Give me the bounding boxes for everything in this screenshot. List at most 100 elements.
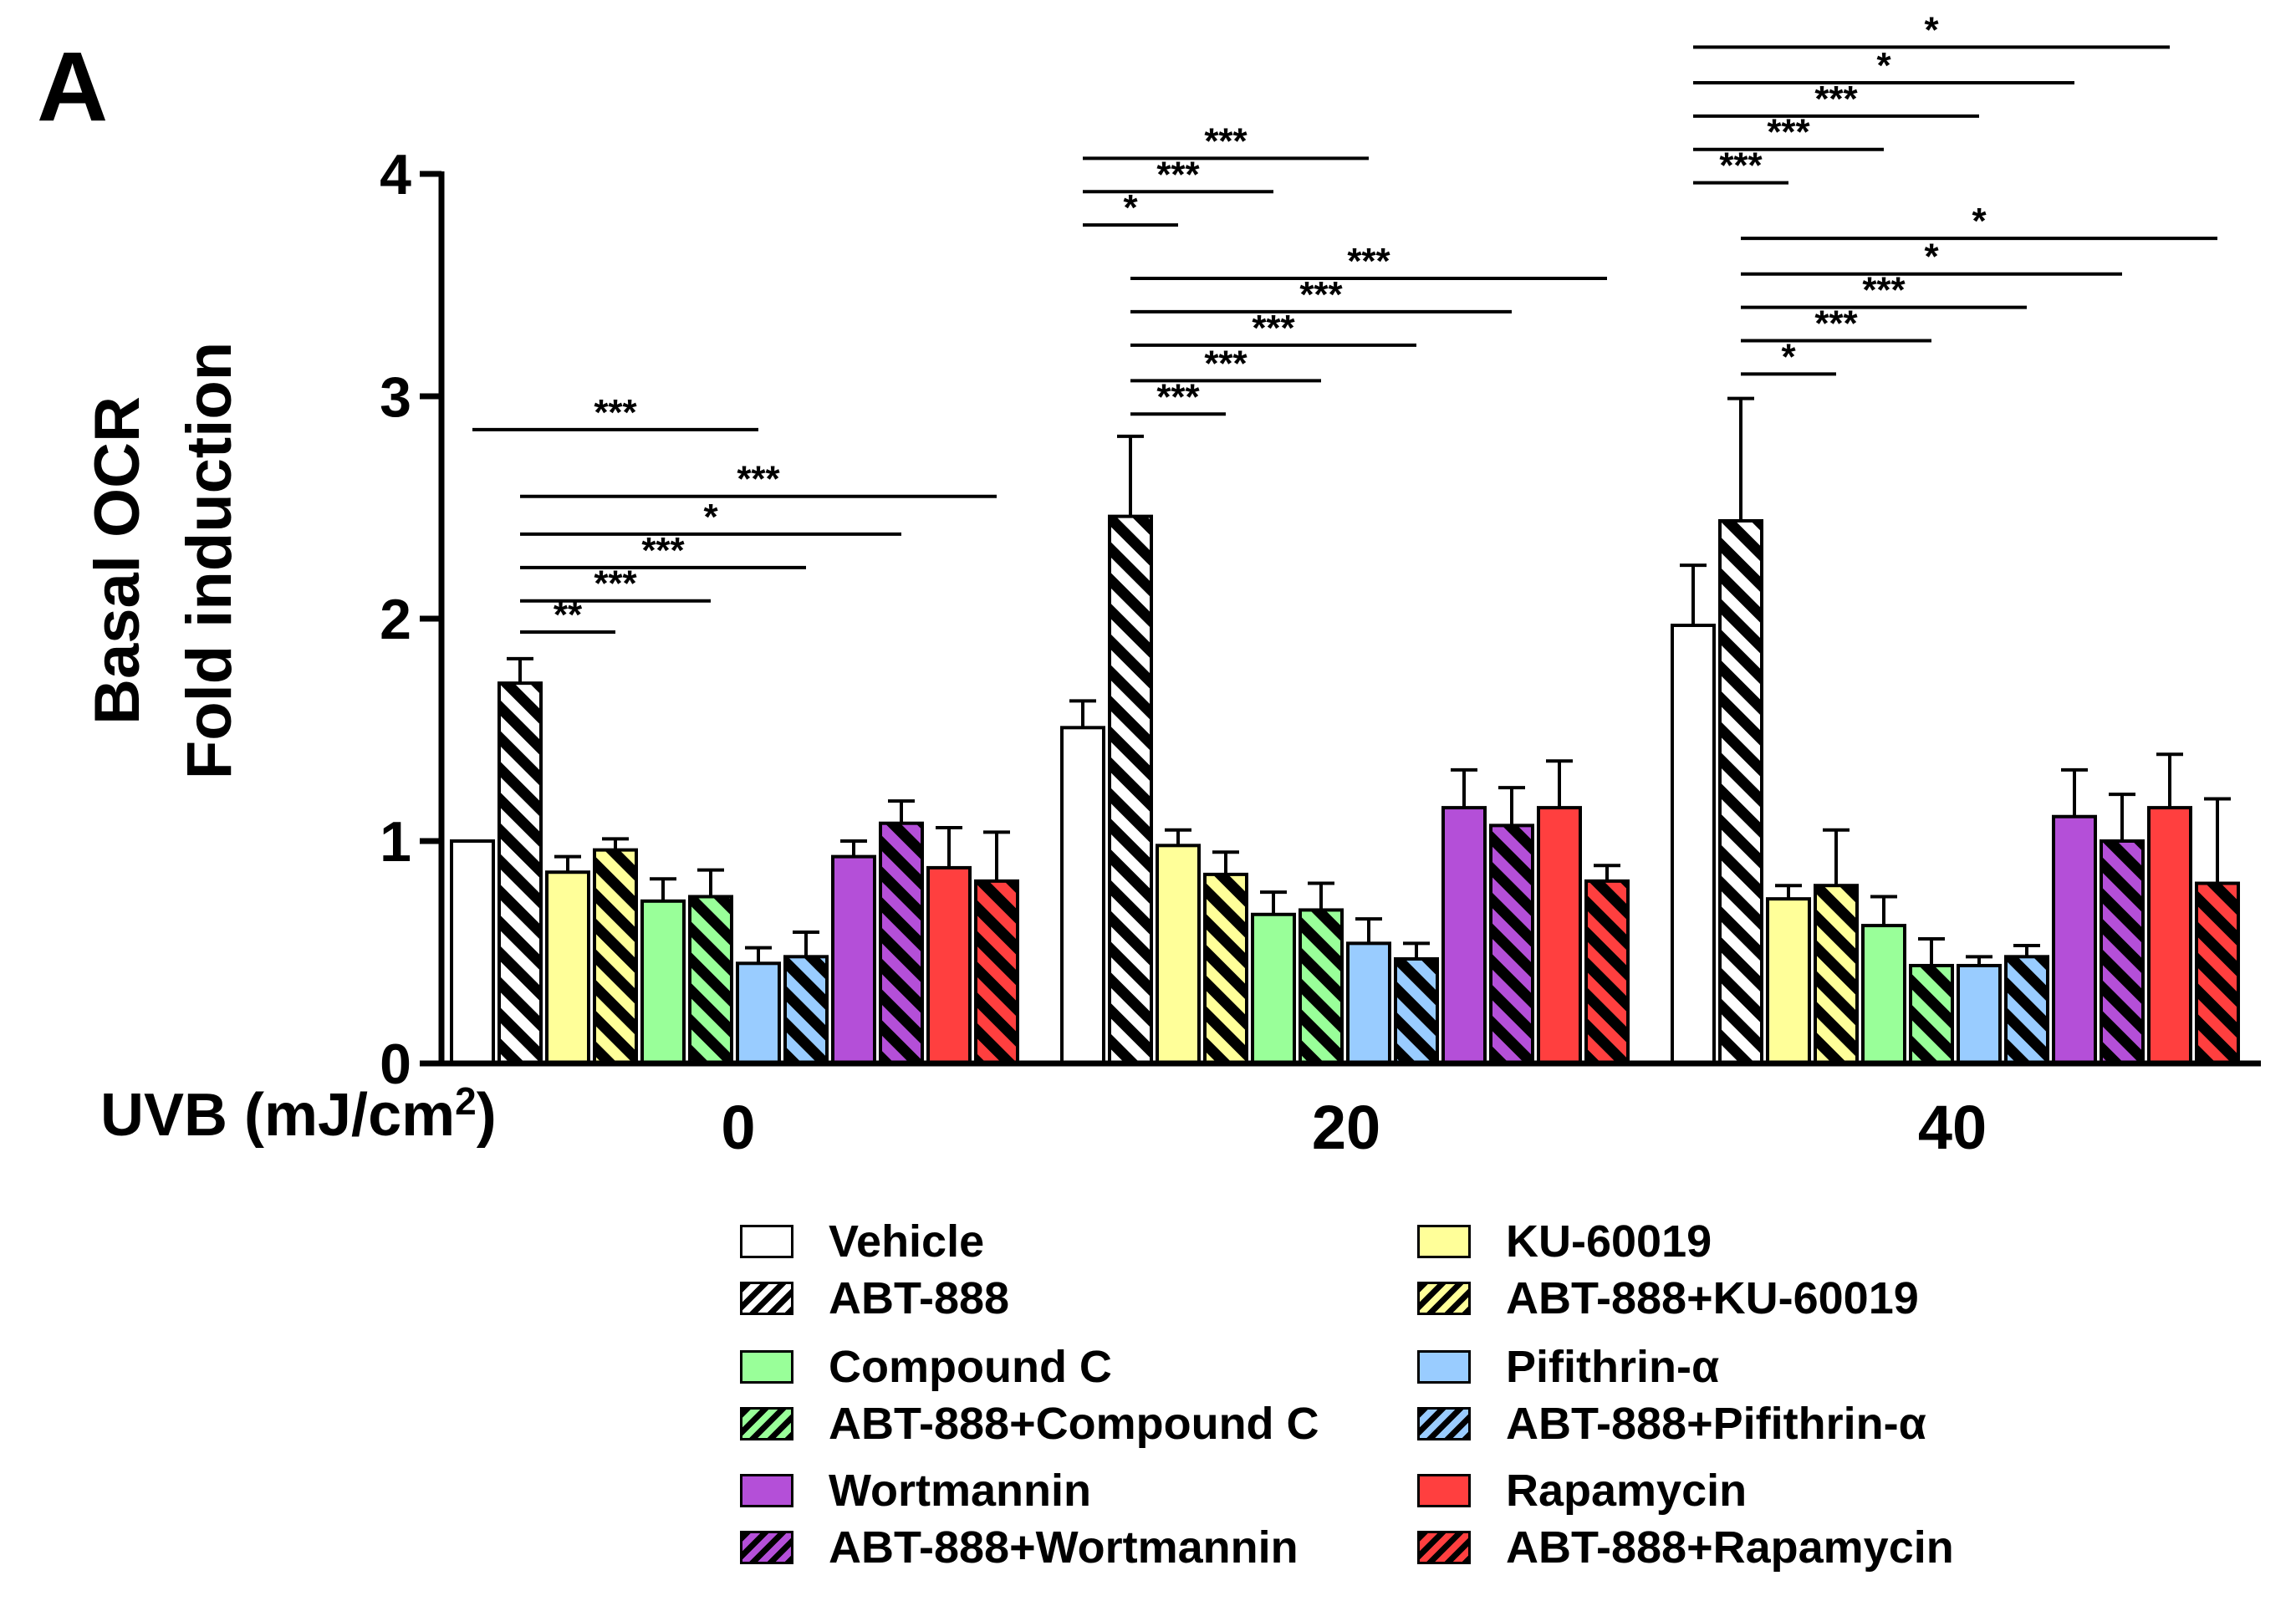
bar-hatch — [1491, 825, 1533, 1063]
bar-hatch — [1300, 910, 1342, 1063]
bar — [1957, 963, 2002, 1065]
bar — [1766, 897, 1811, 1066]
y-tick-label: 0 — [380, 1032, 411, 1096]
legend-item: KU-60019 — [1417, 1216, 1712, 1267]
legend-item: Compound C — [740, 1342, 1112, 1392]
legend-item: Wortmannin — [740, 1466, 1091, 1516]
legend-label: Wortmannin — [829, 1466, 1091, 1516]
legend-swatch — [1417, 1407, 1471, 1440]
bar-hatch — [785, 956, 827, 1063]
legend-swatch — [1417, 1225, 1471, 1258]
bar — [2052, 814, 2097, 1065]
significance-label: ** — [554, 594, 583, 635]
legend-swatch — [740, 1531, 793, 1564]
bar — [1861, 924, 1906, 1065]
legend-label: KU-60019 — [1506, 1216, 1712, 1267]
bar-hatch — [690, 896, 732, 1063]
legend-item: ABT-888+Compound C — [740, 1399, 1319, 1449]
legend-item: ABT-888+Rapamycin — [1417, 1522, 1954, 1573]
bar-hatch — [1911, 965, 1952, 1063]
y-tick-label: 4 — [380, 143, 411, 206]
bar — [736, 961, 781, 1066]
x-axis-label: UVB (mJ/cm2) — [100, 1078, 497, 1154]
legend-label: ABT-888+KU-60019 — [1506, 1273, 1919, 1323]
significance-label: * — [1924, 9, 1939, 50]
significance-label: *** — [1719, 145, 1763, 186]
legend-label: Vehicle — [829, 1216, 985, 1267]
legend-swatch — [1417, 1282, 1471, 1315]
legend-item: Vehicle — [740, 1216, 984, 1267]
bar — [1671, 623, 1716, 1065]
significance-label: *** — [1156, 154, 1200, 195]
bar-hatch — [1586, 880, 1628, 1063]
x-category-label: 20 — [1312, 1093, 1380, 1162]
significance-label: * — [1876, 45, 1891, 86]
legend-swatch — [1417, 1474, 1471, 1507]
significance-label: * — [703, 497, 718, 538]
legend-swatch — [740, 1474, 793, 1507]
legend-label: ABT-888+Wortmannin — [829, 1522, 1299, 1573]
y-tick-label: 1 — [380, 810, 411, 874]
bar — [1346, 941, 1391, 1065]
significance-label: *** — [1204, 120, 1247, 161]
x-axis-label-superscript: 2 — [455, 1079, 477, 1123]
bar — [640, 899, 686, 1065]
legend-item: ABT-888 — [740, 1273, 1009, 1323]
significance-label: * — [1123, 187, 1138, 228]
bar — [2147, 806, 2192, 1065]
panel-label: A — [37, 32, 109, 142]
bar-hatch — [499, 683, 541, 1063]
legend-item: Pifithrin-α — [1417, 1342, 1719, 1392]
significance-label: *** — [594, 392, 637, 433]
x-axis-label-end: ) — [476, 1082, 497, 1149]
bar-hatch — [1110, 516, 1151, 1063]
legend-item: ABT-888+Wortmannin — [740, 1522, 1299, 1573]
x-category-label: 40 — [1918, 1093, 1987, 1162]
y-tick-label: 3 — [380, 365, 411, 429]
legend-swatch — [740, 1350, 793, 1384]
significance-label: * — [1972, 201, 1987, 242]
bar-hatch — [1205, 874, 1247, 1063]
legend-label: ABT-888 — [829, 1273, 1010, 1323]
bar-hatch — [1815, 885, 1857, 1063]
legend-item: ABT-888+Pifithrin-α — [1417, 1399, 1926, 1449]
legend-label: ABT-888+Rapamycin — [1506, 1522, 1954, 1573]
x-category-label: 0 — [721, 1093, 755, 1162]
bar — [1251, 912, 1296, 1066]
significance-label: *** — [1156, 376, 1200, 417]
legend: Vehicle ABT-888 Compound C ABT-888+Compound… — [740, 1216, 2078, 1584]
legend-swatch — [1417, 1350, 1471, 1384]
legend-label: Pifithrin-α — [1506, 1342, 1720, 1392]
legend-label: Rapamycin — [1506, 1466, 1748, 1516]
significance-label: *** — [1347, 241, 1390, 282]
bar — [831, 854, 876, 1065]
significance-label: *** — [641, 530, 685, 571]
legend-label: ABT-888+Pifithrin-α — [1506, 1399, 1926, 1449]
significance-label: *** — [1767, 112, 1810, 153]
significance-label: *** — [737, 459, 780, 500]
significance-label: *** — [1814, 303, 1858, 344]
significance-label: *** — [1252, 308, 1295, 349]
legend-label: ABT-888+Compound C — [829, 1399, 1319, 1449]
bar-hatch — [594, 849, 636, 1063]
legend-swatch — [740, 1407, 793, 1440]
legend-swatch — [740, 1225, 793, 1258]
bar-hatch — [2101, 841, 2143, 1063]
bar-hatch — [2006, 956, 2048, 1063]
bar-hatch — [880, 823, 922, 1063]
significance-label: * — [1924, 237, 1939, 278]
bar — [1060, 726, 1105, 1066]
y-tick-label: 2 — [380, 588, 411, 651]
bar — [545, 870, 590, 1065]
legend-swatch — [1417, 1531, 1471, 1564]
legend-item: Rapamycin — [1417, 1466, 1747, 1516]
bar-hatch — [1395, 958, 1437, 1063]
significance-label: *** — [1299, 274, 1343, 315]
bar — [1537, 806, 1582, 1065]
significance-label: *** — [1814, 79, 1858, 120]
bar-hatch — [2197, 883, 2238, 1063]
bar — [450, 839, 495, 1065]
legend-label: Compound C — [829, 1342, 1112, 1392]
bar — [1156, 844, 1201, 1065]
